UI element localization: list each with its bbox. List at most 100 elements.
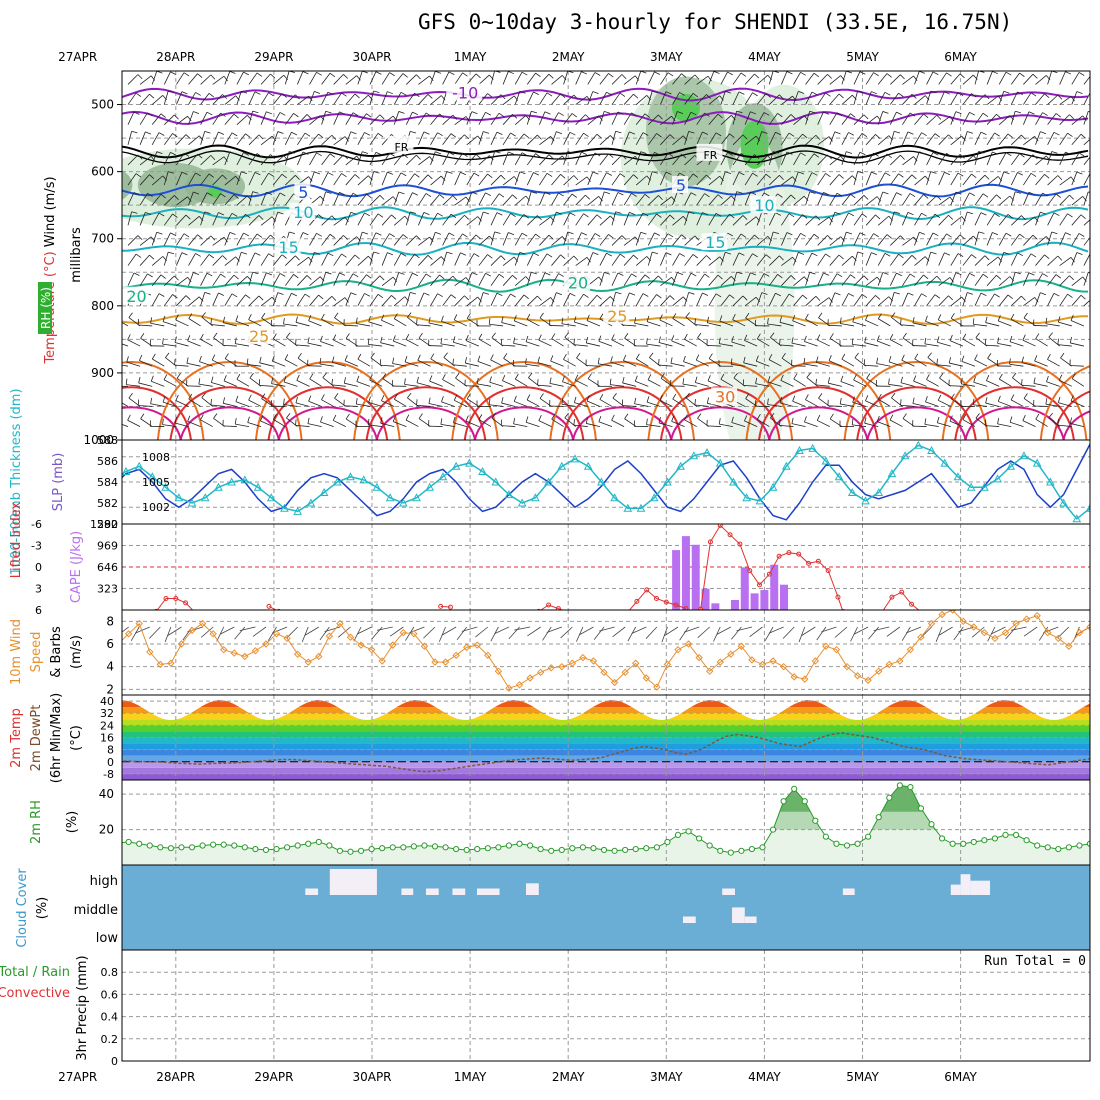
wind-barb [985,322,1000,327]
wind-barb-flag [861,133,868,138]
wind-barb-flag [665,171,672,175]
wind-barb-flag [604,110,611,114]
wind-barb-flag [1067,293,1073,298]
wind-barb [623,174,634,186]
wind-barb [309,252,315,266]
wind-barb [756,173,767,186]
wind-barb [878,398,891,407]
rh-bands [122,785,1090,830]
wind-barb [732,319,746,327]
diurnal-isotherm [745,361,892,440]
wind-barb [938,153,947,166]
wind-barb [381,72,390,85]
wind-barb [1083,299,1090,307]
wind-barb [769,94,780,105]
thickness-marker [927,445,936,454]
wind-barb [321,172,329,186]
wind-barb-flag [924,337,927,344]
wind-barb [260,420,274,427]
wind-barb [635,293,644,307]
wind-barb [1046,381,1060,387]
wind-barb-flag [848,212,854,217]
wind-barb [272,173,283,186]
wind-barb-flag [465,196,470,203]
wind10-marker [431,658,439,666]
wind-barb [720,252,726,266]
wind-barb-flag [302,232,309,236]
wind-barb [248,295,260,307]
wind-barb-flag [241,171,248,174]
wind-barb [1035,418,1048,427]
wind-barb-flag [491,413,496,419]
wind-barb [272,155,285,166]
wind-barb-flag [779,94,784,100]
wind-barb [563,113,573,125]
wind-barb [393,172,402,186]
wind-barb [914,95,926,105]
wind-barb [272,131,279,145]
wind-barb-flag [909,273,916,278]
wind-barb-flag [1088,110,1090,113]
wind-barb-flag [715,212,722,217]
wind-barb-flag [187,116,192,122]
wind-barb [478,93,488,105]
contour-label-bg [603,306,630,324]
wind-barb [1021,362,1036,367]
wind-barb-flag [508,71,515,75]
wind-barb [793,171,799,186]
wind-barb [575,293,584,307]
wind-barb-flag [199,355,202,362]
wind-barb [829,192,838,206]
thickness-marker [689,451,699,460]
wind-barb [321,295,333,307]
wind-barb-flag [304,132,311,137]
wind-barb-flag [646,315,650,322]
wind-barb [1023,92,1032,105]
wind-barb [260,234,271,246]
wind-barb-flag [754,234,760,240]
wind-barb [501,344,516,347]
wind-barb [708,95,720,105]
wind-barb-flag [891,392,896,399]
wind-barb [489,404,504,407]
wind-barb [514,133,525,146]
wind-barb-flag [1042,192,1048,197]
wind-barb-flag [694,398,696,406]
wind-barb [962,192,970,206]
wind-barb-flag [181,252,188,256]
wind-barb-flag [948,214,954,220]
wind-barb-flag [911,94,917,99]
wind-barb [406,235,417,246]
wind-barb [805,72,815,85]
wind-barb-flag [827,154,833,160]
wind-barb [573,344,588,347]
wind-barb [490,212,498,226]
wind10-marker [336,619,344,628]
wind-barb [926,152,934,166]
wind-barb [841,274,851,286]
wind10-marker [695,653,703,662]
wind-barb [1059,132,1068,146]
thickness-marker [70,508,77,515]
wind-barb-flag [798,252,805,255]
wind-barb [888,383,903,387]
wind-barb [430,113,440,125]
wind-barb [186,362,201,367]
wind10-barb [683,626,700,633]
wind-barb [1035,112,1043,125]
wind-barb-flag [137,74,143,80]
lifted-tick-label: 0 [35,561,42,574]
wind-barb-flag [327,252,334,257]
wind-barb-flag [786,151,793,155]
wind-barb-flag [642,293,649,297]
wind-barb [805,134,817,146]
wind-barb-flag [410,291,417,295]
wind-barb-flag [514,373,519,380]
wind-barb-flag [725,171,732,174]
wind-barb [1059,213,1068,226]
wind-barb-flag [742,134,748,140]
wind-barb-flag [460,171,467,176]
wind-barb-flag [256,233,263,238]
wind-barb-flag [319,358,322,365]
wind-barb-flag [341,173,347,178]
